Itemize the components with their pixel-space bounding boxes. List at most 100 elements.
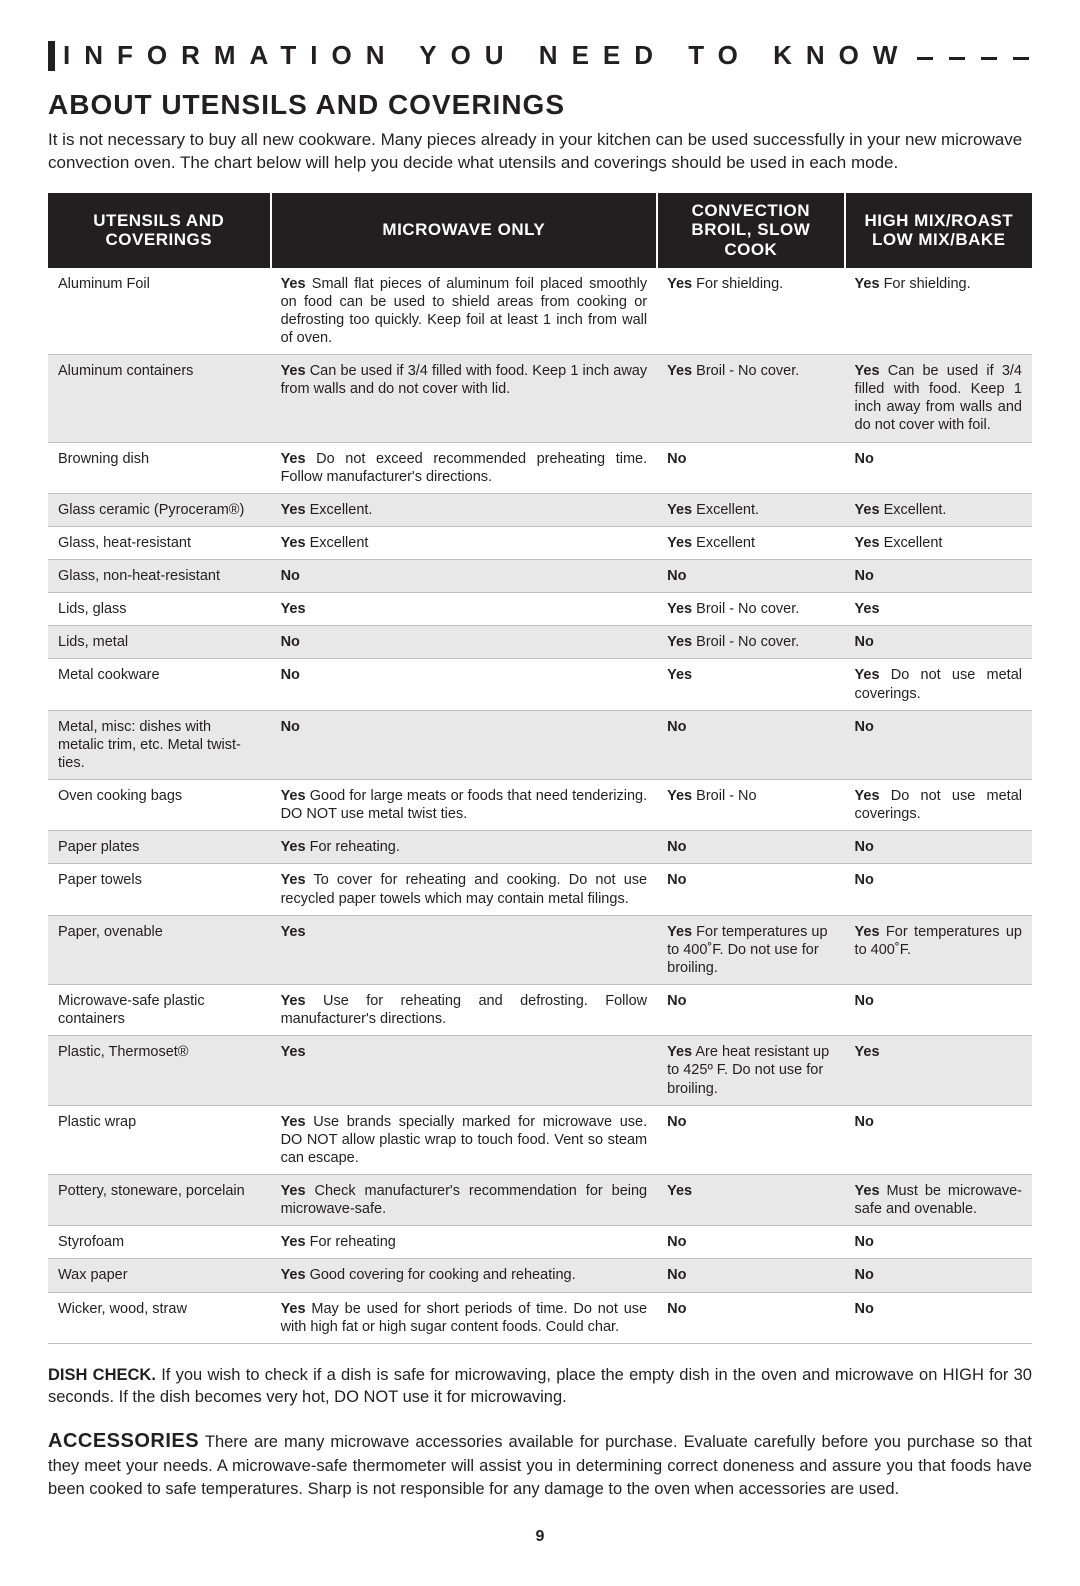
cell-microwave: Yes Do not exceed recommended preheating… [271, 442, 658, 493]
col-header-mix: HIGH MIX/ROAST LOW MIX/BAKE [845, 193, 1032, 268]
cell-microwave: Yes For reheating. [271, 831, 658, 864]
cell-mix: Yes Must be microwave-safe and ovenable. [845, 1175, 1032, 1226]
cell-mix: Yes Do not use metal coverings. [845, 780, 1032, 831]
cell-convection: Yes For temperatures up to 400˚F. Do not… [657, 915, 844, 984]
cell-mix: Yes [845, 1036, 1032, 1105]
header-marker [48, 41, 55, 71]
table-row: Glass ceramic (Pyroceram®)Yes Excellent.… [48, 493, 1032, 526]
cell-convection: Yes [657, 1175, 844, 1226]
cell-utensil: Pottery, stoneware, porcelain [48, 1175, 271, 1226]
cell-mix: No [845, 1105, 1032, 1174]
cell-microwave: Yes [271, 1036, 658, 1105]
cell-utensil: Wax paper [48, 1259, 271, 1292]
table-row: Aluminum FoilYes Small flat pieces of al… [48, 268, 1032, 355]
cell-mix: No [845, 985, 1032, 1036]
cell-convection: Yes Broil - No cover. [657, 593, 844, 626]
cell-convection: Yes Broil - No cover. [657, 626, 844, 659]
cell-mix: Yes For shielding. [845, 268, 1032, 355]
cell-convection: No [657, 1105, 844, 1174]
cell-utensil: Metal, misc: dishes with metalic trim, e… [48, 710, 271, 779]
cell-microwave: Yes Good covering for cooking and reheat… [271, 1259, 658, 1292]
table-row: Paper towelsYes To cover for reheating a… [48, 864, 1032, 915]
table-row: Wicker, wood, strawYes May be used for s… [48, 1292, 1032, 1343]
cell-microwave: Yes For reheating [271, 1226, 658, 1259]
page-number: 9 [48, 1528, 1032, 1546]
cell-convection: No [657, 1292, 844, 1343]
cell-utensil: Glass ceramic (Pyroceram®) [48, 493, 271, 526]
header-dashes [917, 57, 1032, 60]
cell-mix: No [845, 831, 1032, 864]
section-header: INFORMATION YOU NEED TO KNOW [48, 40, 1032, 71]
table-row: Glass, non-heat-resistantNoNoNo [48, 560, 1032, 593]
intro-paragraph: It is not necessary to buy all new cookw… [48, 129, 1032, 175]
cell-convection: No [657, 1259, 844, 1292]
utensils-table: UTENSILS AND COVERINGS MICROWAVE ONLY CO… [48, 193, 1032, 1344]
page-title: ABOUT UTENSILS AND COVERINGS [48, 89, 1032, 121]
cell-convection: Yes For shielding. [657, 268, 844, 355]
header-title: INFORMATION YOU NEED TO KNOW [63, 40, 911, 71]
cell-microwave: No [271, 626, 658, 659]
cell-mix: Yes [845, 593, 1032, 626]
cell-utensil: Paper towels [48, 864, 271, 915]
cell-convection: No [657, 831, 844, 864]
cell-mix: No [845, 1226, 1032, 1259]
cell-microwave: Yes Excellent [271, 526, 658, 559]
cell-utensil: Lids, metal [48, 626, 271, 659]
cell-utensil: Metal cookware [48, 659, 271, 710]
table-row: Glass, heat-resistantYes ExcellentYes Ex… [48, 526, 1032, 559]
cell-convection: Yes Excellent. [657, 493, 844, 526]
cell-microwave: Yes Use for reheating and defrosting. Fo… [271, 985, 658, 1036]
cell-microwave: Yes Use brands specially marked for micr… [271, 1105, 658, 1174]
cell-utensil: Aluminum containers [48, 355, 271, 443]
table-row: Browning dishYes Do not exceed recommend… [48, 442, 1032, 493]
table-row: Paper, ovenableYesYes For temperatures u… [48, 915, 1032, 984]
table-header: UTENSILS AND COVERINGS MICROWAVE ONLY CO… [48, 193, 1032, 268]
dish-check-paragraph: DISH CHECK. If you wish to check if a di… [48, 1364, 1032, 1409]
accessories-lead: ACCESSORIES [48, 1430, 199, 1452]
cell-utensil: Paper plates [48, 831, 271, 864]
dish-check-text: If you wish to check if a dish is safe f… [48, 1366, 1032, 1406]
dish-check-lead: DISH CHECK. [48, 1366, 156, 1384]
table-row: Lids, glassYesYes Broil - No cover.Yes [48, 593, 1032, 626]
cell-microwave: Yes Good for large meats or foods that n… [271, 780, 658, 831]
cell-mix: Yes Excellent. [845, 493, 1032, 526]
cell-microwave: No [271, 710, 658, 779]
table-row: Oven cooking bagsYes Good for large meat… [48, 780, 1032, 831]
cell-convection: Yes [657, 659, 844, 710]
table-row: Metal, misc: dishes with metalic trim, e… [48, 710, 1032, 779]
cell-convection: No [657, 710, 844, 779]
cell-mix: Yes Do not use metal coverings. [845, 659, 1032, 710]
cell-mix: No [845, 442, 1032, 493]
cell-mix: No [845, 560, 1032, 593]
cell-microwave: Yes [271, 915, 658, 984]
cell-utensil: Browning dish [48, 442, 271, 493]
cell-convection: Yes Broil - No cover. [657, 355, 844, 443]
table-row: Paper platesYes For reheating.NoNo [48, 831, 1032, 864]
cell-convection: No [657, 560, 844, 593]
cell-mix: No [845, 1259, 1032, 1292]
cell-convection: No [657, 1226, 844, 1259]
cell-utensil: Plastic wrap [48, 1105, 271, 1174]
cell-mix: Yes For temperatures up to 400˚F. [845, 915, 1032, 984]
cell-microwave: Yes Small flat pieces of aluminum foil p… [271, 268, 658, 355]
cell-microwave: Yes Excellent. [271, 493, 658, 526]
cell-microwave: Yes [271, 593, 658, 626]
table-row: Lids, metalNoYes Broil - No cover.No [48, 626, 1032, 659]
cell-mix: Yes Excellent [845, 526, 1032, 559]
table-body: Aluminum FoilYes Small flat pieces of al… [48, 268, 1032, 1344]
table-row: Plastic wrapYes Use brands specially mar… [48, 1105, 1032, 1174]
cell-utensil: Lids, glass [48, 593, 271, 626]
cell-utensil: Wicker, wood, straw [48, 1292, 271, 1343]
table-row: Pottery, stoneware, porcelainYes Check m… [48, 1175, 1032, 1226]
table-row: Plastic, Thermoset®YesYes Are heat resis… [48, 1036, 1032, 1105]
accessories-paragraph: ACCESSORIES There are many microwave acc… [48, 1428, 1032, 1500]
cell-mix: No [845, 1292, 1032, 1343]
cell-mix: No [845, 710, 1032, 779]
cell-microwave: No [271, 659, 658, 710]
cell-utensil: Paper, ovenable [48, 915, 271, 984]
cell-mix: No [845, 864, 1032, 915]
cell-utensil: Styrofoam [48, 1226, 271, 1259]
cell-microwave: No [271, 560, 658, 593]
table-row: Microwave-safe plastic containersYes Use… [48, 985, 1032, 1036]
cell-microwave: Yes To cover for reheating and cooking. … [271, 864, 658, 915]
